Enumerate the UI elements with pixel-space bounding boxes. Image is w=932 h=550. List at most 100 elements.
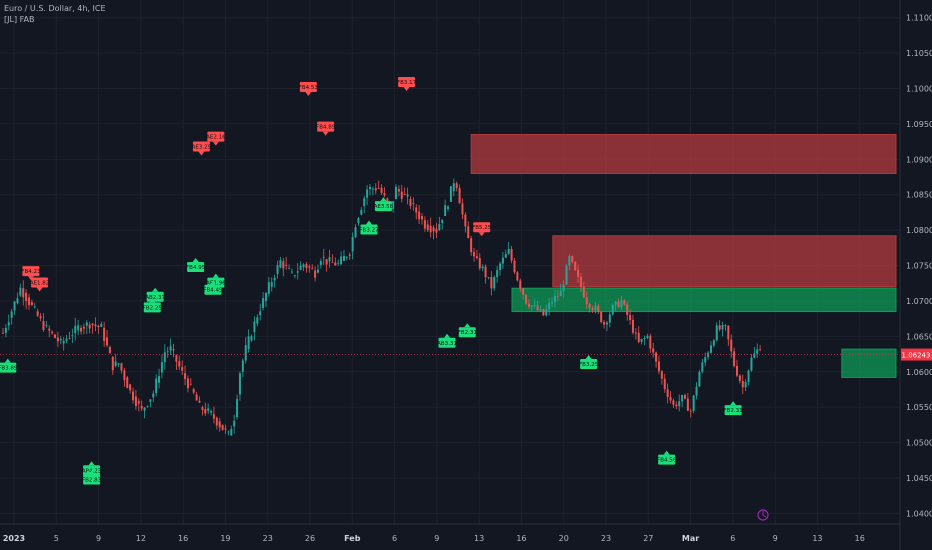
candle-body [701,362,704,372]
candle-body [695,386,698,396]
candle-body [134,396,137,407]
supply-zone[interactable] [470,134,897,174]
candle-body [238,373,241,395]
candle-body [354,227,357,238]
signal-label-box[interactable] [724,405,742,416]
candle-body [383,192,386,196]
signal-label-box[interactable] [580,359,598,370]
signal-label-box[interactable] [473,222,491,233]
signal-label-text: FB2.25 [143,305,163,311]
signal-label-box[interactable] [458,327,476,338]
x-tick-label: 23 [601,534,611,543]
candle-body [438,224,441,231]
signal-label-box[interactable] [31,277,49,288]
signal-label-box[interactable] [207,131,225,142]
candle-body [337,262,340,264]
signal-label-box[interactable] [83,465,101,476]
candle-body [435,228,438,233]
timer-icon[interactable] [757,509,769,521]
candle-body [152,393,155,398]
indicator-title[interactable]: [JL] FAB [4,15,35,24]
symbol-title[interactable]: Euro / U.S. Dollar, 4h, ICE [4,4,106,13]
x-tick-label: 20 [559,534,569,543]
candle-body [166,351,169,353]
signal-label-pointer [88,461,95,466]
signal-label-box[interactable] [0,362,17,373]
signal-label-box[interactable] [360,224,378,235]
signal-label-box[interactable] [374,201,392,212]
candle-body [85,322,88,326]
x-tick-label: 12 [136,534,146,543]
candle-body [481,266,484,269]
candle-body [556,295,559,297]
signal-label-box[interactable] [299,82,317,93]
candle-body [623,300,626,305]
y-tick-label: 1.04500 [906,474,932,483]
candle-body [264,293,267,301]
candle-body [418,211,421,220]
candle-body [727,325,730,340]
candle-body [464,214,467,227]
candle-body [189,383,192,385]
candle-body [681,394,684,402]
y-tick-label: 1.07500 [906,262,932,271]
signal-label-pointer [663,450,670,455]
candle-body [363,198,366,207]
candle-body [400,191,403,199]
candle-body [175,355,178,362]
signal-label-box[interactable] [22,266,40,277]
demand-zone[interactable] [511,287,897,313]
candle-body [256,317,259,324]
candle-body [71,335,74,337]
candle-body [250,336,253,341]
signal-label-pointer [192,258,199,263]
signal-label-box[interactable] [317,121,335,132]
candle-body [655,352,658,362]
candle-body [470,238,473,253]
signal-label-pointer [464,323,471,328]
signal-label-pointer [152,287,159,292]
candle-body [753,353,756,358]
candle-body [282,261,285,269]
candle-body [756,349,759,354]
signal-label-box[interactable] [204,284,222,295]
x-tick-label: 19 [220,534,230,543]
candle-body [397,189,400,192]
candle-body [82,326,85,329]
candle-body [308,266,311,268]
candle-body [163,352,166,363]
signal-label-text: FB4.53 [299,85,319,91]
candle-body [733,351,736,366]
candle-body [215,417,218,426]
signal-label-box[interactable] [398,77,416,88]
candle-body [114,361,117,367]
candle-body [392,201,395,209]
candle-body [735,365,738,376]
candle-body [669,396,672,401]
signal-label-box[interactable] [438,337,456,348]
candle-body [218,421,221,428]
signal-label-box[interactable] [187,262,205,273]
x-tick-label: 16 [855,534,865,543]
candle-body [536,305,539,311]
signal-label-text: AE3.29 [192,144,212,150]
signal-label-box[interactable] [658,454,676,465]
signal-label-box[interactable] [83,474,101,485]
candle-body [423,220,426,229]
signal-label-text: FB2.31 [724,408,743,414]
demand-zone[interactable] [841,348,897,378]
signal-label-pointer [212,141,219,146]
candle-body [328,257,331,262]
signal-label-text: FB3.89 [0,366,18,372]
candle-body [374,188,377,191]
signal-label-box[interactable] [192,141,210,152]
candle-body [33,306,36,308]
signal-label-box[interactable] [143,302,161,313]
x-tick-label: Feb [344,534,361,543]
supply-zone[interactable] [552,235,897,288]
candle-body [605,322,608,325]
signal-label-box[interactable] [146,291,164,302]
candle-body [224,428,227,430]
